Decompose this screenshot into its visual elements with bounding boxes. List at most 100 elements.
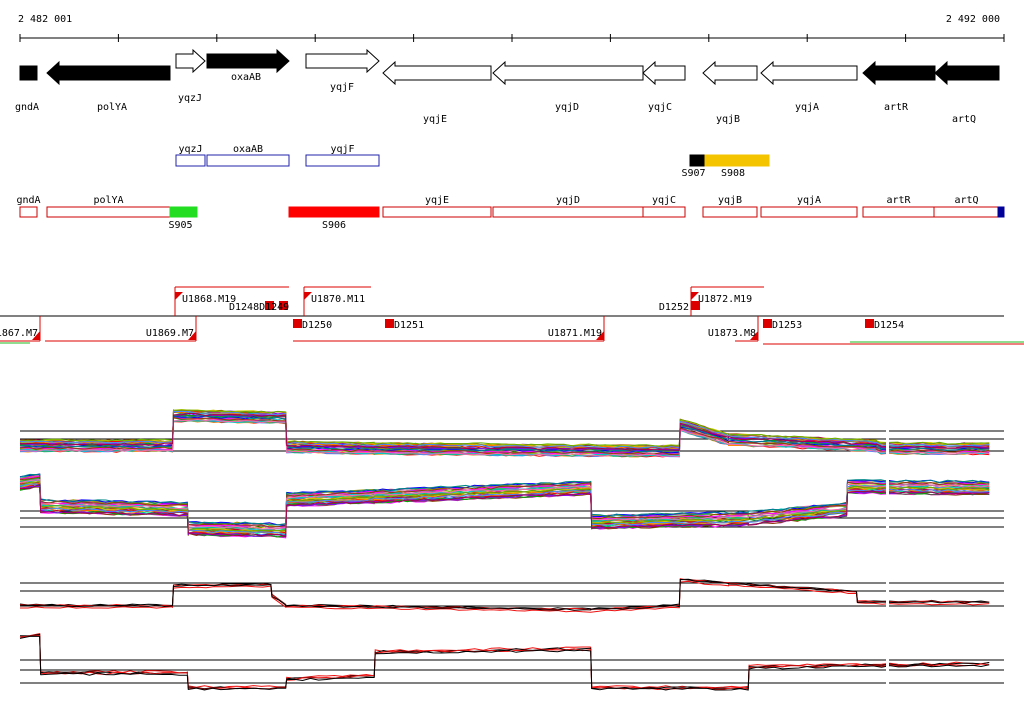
upshift-label: U1870.M11	[311, 294, 365, 305]
tu-label: artR	[886, 195, 911, 206]
tu-box-s905[interactable]	[169, 206, 198, 218]
tu-label: yqjE	[425, 195, 449, 206]
expression-series	[19, 633, 990, 690]
expression-series	[20, 580, 990, 613]
expression-series	[19, 481, 990, 533]
upshift-label: U1867.M7	[0, 328, 38, 339]
gap-marker	[886, 408, 889, 462]
tu-box-artq[interactable]	[933, 206, 1000, 218]
annotated-genes-track: gndA polYA yqzJ oxaAB yqjF yqjE yqjD yqjC yqjB yq…	[15, 48, 1000, 125]
gene-label: artQ	[952, 114, 976, 125]
gene-label: artR	[884, 102, 909, 113]
expression-series	[19, 473, 990, 526]
expression-series	[19, 412, 990, 451]
upshift-flag[interactable]	[596, 331, 604, 340]
downshift-label-overlap: D1248D1249	[229, 302, 289, 313]
gene-arrow-gndA[interactable]	[19, 65, 38, 81]
new-feature-label: yqjF	[330, 144, 354, 155]
new-feature-s907[interactable]	[689, 154, 706, 167]
tu-box-s906[interactable]	[288, 206, 380, 218]
gene-label: oxaAB	[231, 72, 261, 83]
gene-label: yqjA	[795, 102, 819, 113]
up-down-shifts-track: U1868.M19 U1870.M11 U1872.M19 U1867.M7 U1869…	[0, 286, 1024, 345]
expression-series	[19, 578, 990, 611]
new-feature-label: yqzJ	[178, 144, 202, 155]
expression-series	[19, 479, 990, 530]
axis-end-label: 2 492 000	[946, 14, 1000, 25]
gene-arrow-yqjC[interactable]	[642, 60, 686, 86]
gap-marker	[886, 474, 889, 538]
downshift-marker[interactable]	[385, 319, 394, 328]
axis-ticks	[19, 34, 1005, 42]
expression-panel-forward-strand-selected	[19, 574, 1004, 614]
gene-arrow-artR[interactable]	[862, 60, 936, 86]
tu-label: yqjC	[652, 195, 676, 206]
downshift-marker[interactable]	[265, 301, 274, 310]
tu-box-yqjc[interactable]	[642, 206, 686, 218]
new-feature-yqjf[interactable]	[305, 154, 380, 167]
upshift-flag[interactable]	[32, 331, 40, 340]
gene-arrow-yqjB[interactable]	[702, 60, 758, 86]
expression-panel-reverse-strand-all-conditions	[19, 473, 1004, 539]
expression-series	[19, 632, 990, 689]
upshift-label: U1868.M19	[182, 294, 236, 305]
expression-series	[19, 578, 990, 610]
tu-label: yqjD	[556, 195, 580, 206]
expression-series	[19, 635, 990, 691]
tu-box-artr[interactable]	[862, 206, 935, 218]
tu-label: yqjA	[797, 195, 821, 206]
upshift-flag[interactable]	[188, 331, 196, 340]
gene-label: polYA	[97, 102, 127, 113]
expression-panels	[19, 408, 1004, 691]
tu-box-yqjb[interactable]	[702, 206, 758, 218]
expression-series	[19, 409, 990, 447]
downshift-label: D1250	[302, 320, 332, 331]
gene-label: yqjC	[648, 102, 672, 113]
gene-arrow-yqjE[interactable]	[382, 60, 492, 86]
downshift-marker[interactable]	[279, 301, 288, 310]
tu-box[interactable]	[997, 206, 1005, 218]
upshift-label: U1871.M19	[548, 328, 602, 339]
gene-arrow-oxaAB[interactable]	[206, 48, 290, 74]
gene-arrow-yqjA[interactable]	[760, 60, 858, 86]
downshift-label: D1251	[394, 320, 424, 331]
gene-label: yqjD	[555, 102, 579, 113]
gene-arrow-yqjD[interactable]	[492, 60, 644, 86]
new-feature-label: S907	[681, 168, 705, 179]
new-feature-oxaab[interactable]	[206, 154, 290, 167]
downshift-marker[interactable]	[763, 319, 772, 328]
tu-label: artQ	[954, 195, 978, 206]
downshift-label: D1252	[659, 302, 689, 313]
gene-arrow-polYA[interactable]	[46, 60, 171, 86]
downshift-marker[interactable]	[293, 319, 302, 328]
new-feature-s908[interactable]	[704, 154, 770, 167]
gene-label: gndA	[15, 102, 39, 113]
upshift-flag[interactable]	[304, 292, 312, 300]
expression-series	[19, 473, 990, 526]
tu-box-gnda[interactable]	[19, 206, 38, 218]
downshift-marker[interactable]	[865, 319, 874, 328]
expression-series	[19, 410, 990, 449]
new-features-track: yqzJ oxaAB yqjF S907 S908	[175, 144, 770, 179]
new-feature-yqzj[interactable]	[175, 154, 206, 167]
downshift-marker[interactable]	[691, 301, 700, 310]
gene-arrow-yqzJ[interactable]	[175, 48, 206, 74]
upshift-flag[interactable]	[175, 292, 183, 300]
tu-label: yqjB	[718, 195, 742, 206]
gene-label: yqjF	[330, 82, 354, 93]
gene-arrow-yqjF[interactable]	[305, 48, 380, 74]
expression-series	[19, 473, 990, 526]
transcription-units-track: gndA polYA S905 S906 yqjE yqjD yqjC yqjB yqjA art…	[16, 195, 1005, 231]
tu-label: gndA	[16, 195, 40, 206]
upshift-flag[interactable]	[691, 292, 699, 300]
upshift-label: U1869.M7	[146, 328, 194, 339]
gene-arrow-artQ[interactable]	[934, 60, 1000, 86]
tu-box-yqjd[interactable]	[492, 206, 644, 218]
expression-series	[19, 634, 990, 691]
tu-box-yqje[interactable]	[382, 206, 492, 218]
tu-label: S905	[168, 220, 192, 231]
gene-label: yqjB	[716, 114, 740, 125]
tu-box-polya[interactable]	[46, 206, 171, 218]
tu-box-yqja[interactable]	[760, 206, 858, 218]
upshift-flag[interactable]	[750, 331, 758, 340]
